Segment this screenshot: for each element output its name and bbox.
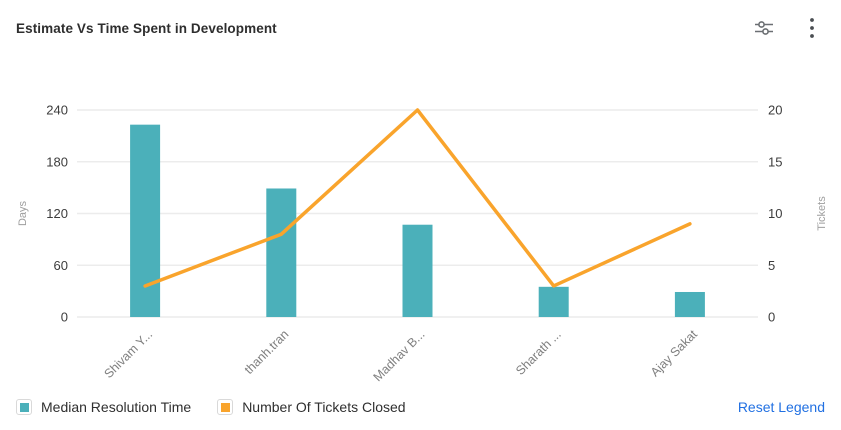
chart-title: Estimate Vs Time Spent in Development [16, 20, 277, 36]
chart-legend: Median Resolution Time Number Of Tickets… [0, 392, 841, 422]
svg-text:5: 5 [768, 258, 775, 273]
svg-text:120: 120 [46, 206, 68, 221]
legend-item-bar-series[interactable]: Median Resolution Time [16, 399, 191, 415]
svg-text:10: 10 [768, 206, 782, 221]
bar-3[interactable] [538, 286, 569, 317]
category-label-1: thanh.tran [242, 327, 292, 377]
legend-label-bar: Median Resolution Time [41, 399, 192, 415]
svg-text:20: 20 [768, 103, 782, 118]
category-label-0: Shivam Y... [101, 327, 155, 381]
header-actions [751, 15, 825, 41]
legend-item-line-series[interactable]: Number Of Tickets Closed [217, 399, 406, 415]
combo-chart[interactable]: 0 60 120 180 240 0 5 10 15 20 Days Tickets Shivam Y.… [0, 0, 841, 392]
bar-0[interactable] [130, 124, 161, 317]
category-label-2: Madhav B... [371, 327, 428, 384]
kebab-menu-icon[interactable] [799, 15, 825, 41]
chart-header: Estimate Vs Time Spent in Development [0, 0, 841, 56]
reset-legend-link[interactable]: Reset Legend [737, 399, 825, 415]
bar-4[interactable] [674, 291, 705, 317]
legend-swatch-bar [16, 399, 32, 415]
svg-text:15: 15 [768, 154, 782, 169]
category-label-3: Sharath ... [513, 327, 564, 378]
bar-1[interactable] [266, 188, 297, 317]
svg-text:60: 60 [54, 258, 68, 273]
legend-label-line: Number Of Tickets Closed [242, 399, 406, 415]
line-series[interactable] [143, 108, 692, 288]
svg-text:0: 0 [768, 310, 775, 325]
bar-2[interactable] [402, 224, 433, 317]
category-label-4: Ajay Sakat [648, 327, 701, 380]
svg-text:0: 0 [61, 310, 68, 325]
svg-text:180: 180 [46, 154, 68, 169]
svg-text:240: 240 [46, 103, 68, 118]
sliders-icon[interactable] [751, 15, 777, 41]
svg-text:Tickets: Tickets [816, 196, 828, 231]
svg-text:Days: Days [17, 200, 29, 226]
legend-swatch-line [217, 399, 234, 415]
